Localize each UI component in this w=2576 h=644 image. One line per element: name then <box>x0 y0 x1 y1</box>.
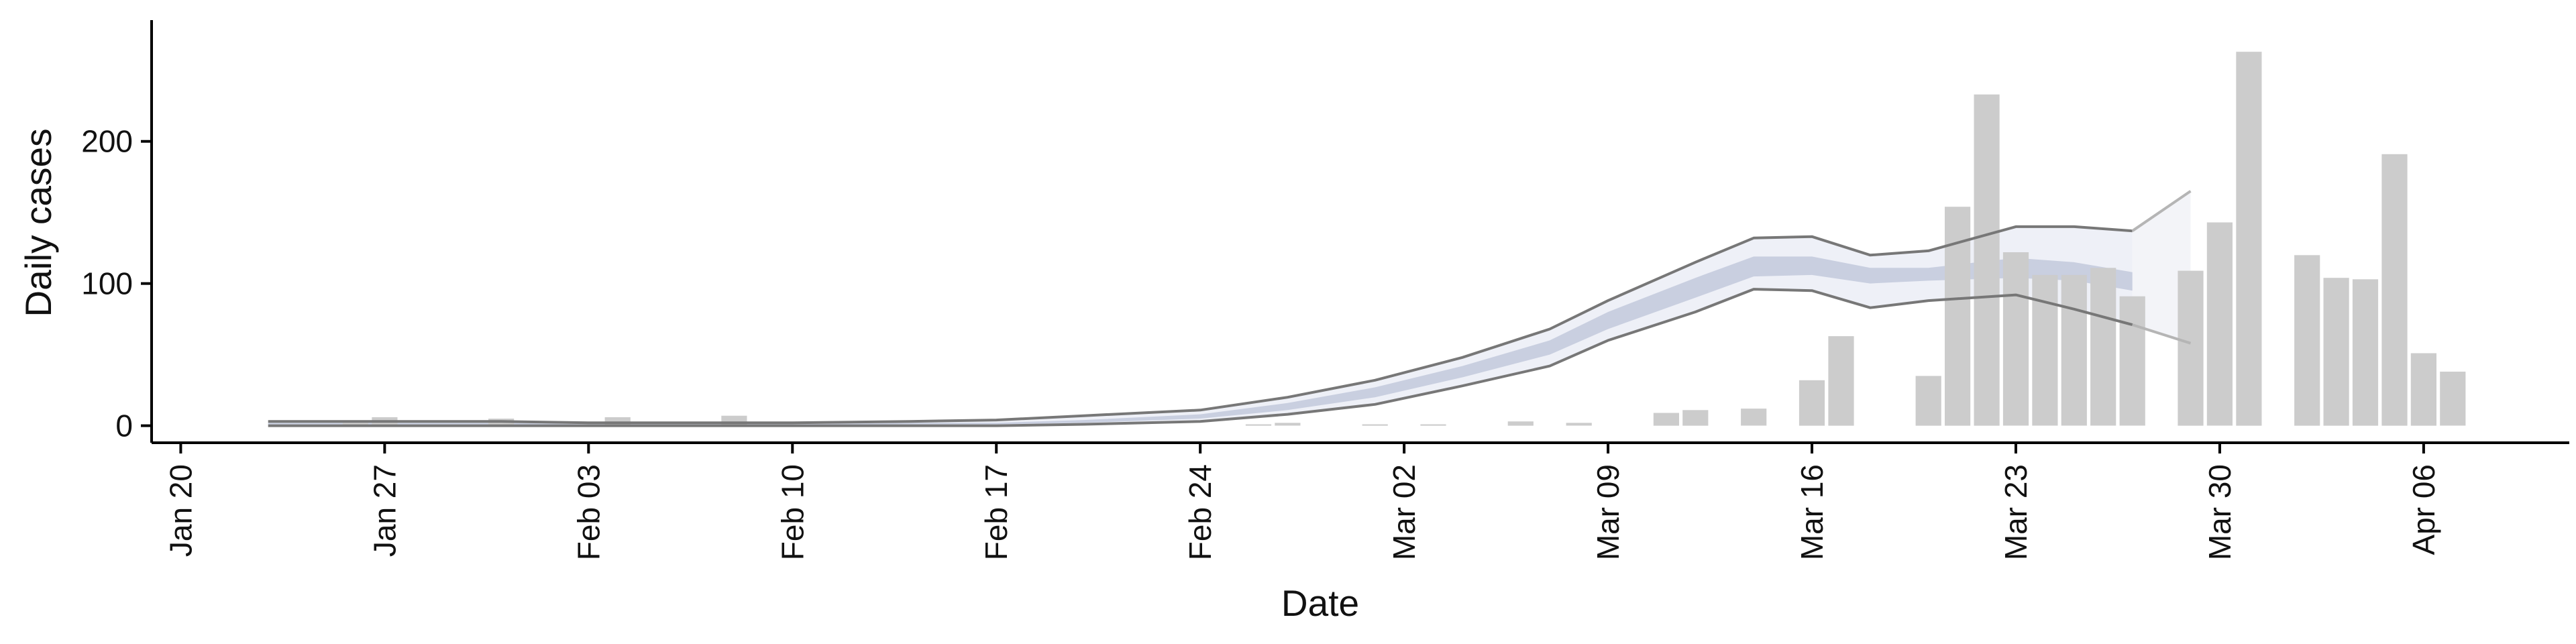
y-tick-label: 200 <box>81 124 133 159</box>
x-tick-label: Mar 23 <box>1998 464 2033 560</box>
case-bar <box>1828 336 1854 426</box>
case-bar <box>1799 380 1825 426</box>
x-tick-label: Mar 02 <box>1387 464 1421 560</box>
daily-case-bars <box>342 52 2466 426</box>
projection-band <box>2132 191 2191 343</box>
case-bar <box>2119 296 2145 426</box>
case-bar <box>2206 222 2233 426</box>
case-bar <box>2352 279 2379 426</box>
case-bar <box>1245 424 1272 426</box>
case-bar <box>2061 274 2087 426</box>
x-tick-label: Jan 27 <box>367 464 402 557</box>
case-bar <box>2294 255 2320 426</box>
x-tick-label: Apr 06 <box>2406 464 2441 555</box>
x-tick-label: Feb 17 <box>979 464 1014 560</box>
case-bar <box>2236 52 2262 426</box>
lower-bound-line <box>268 288 2133 427</box>
projection-upper-line <box>2131 190 2192 232</box>
upper-bound-line <box>268 225 2133 425</box>
case-bar <box>2381 154 2408 426</box>
case-bar <box>2323 278 2349 426</box>
x-tick-label: Feb 24 <box>1183 464 1218 560</box>
case-bar <box>1566 423 1592 426</box>
case-bar <box>2090 268 2116 426</box>
x-tick-label: Feb 03 <box>571 464 606 560</box>
y-axis-ticks: 0 100 200 <box>81 124 152 443</box>
estimate-bands <box>268 191 2191 426</box>
case-bar <box>342 423 368 426</box>
case-bar <box>1974 94 2000 426</box>
case-bar <box>2178 270 2204 426</box>
case-bar <box>1653 413 1679 426</box>
case-bar <box>1420 424 1446 426</box>
case-bar <box>1275 423 1301 426</box>
case-bar <box>2440 372 2466 426</box>
x-tick-label: Feb 10 <box>775 464 810 560</box>
x-tick-label: Mar 30 <box>2202 464 2237 560</box>
case-bar <box>1362 424 1388 426</box>
y-tick-label: 100 <box>81 266 133 301</box>
y-axis-title: Daily cases <box>17 128 59 317</box>
case-bar <box>2002 252 2029 426</box>
case-bar <box>1507 421 1534 426</box>
estimate-bound-lines <box>268 190 2192 427</box>
axes <box>150 20 2569 444</box>
case-bar <box>2032 274 2058 426</box>
case-bar <box>1682 410 1709 426</box>
case-bar <box>1741 409 1767 426</box>
x-axis-title: Date <box>1281 582 1359 624</box>
case-bar <box>1915 376 1941 426</box>
projection-lower-line <box>2132 323 2192 345</box>
x-tick-label: Jan 20 <box>163 464 198 557</box>
x-tick-label: Mar 09 <box>1591 464 1625 560</box>
x-axis-ticks: Jan 20 Jan 27 Feb 03 Feb 10 Feb 17 Feb 24 Mar … <box>163 443 2441 560</box>
case-bar <box>2410 353 2436 426</box>
inner-interval-band <box>268 256 2133 426</box>
x-tick-label: Mar 16 <box>1794 464 1829 560</box>
y-tick-label: 0 <box>115 409 133 443</box>
